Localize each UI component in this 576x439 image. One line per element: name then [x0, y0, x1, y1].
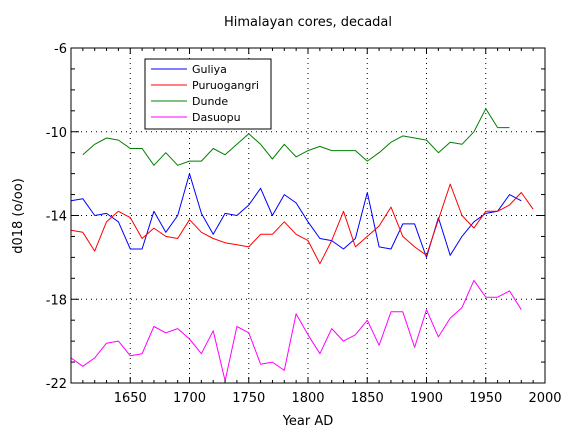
axis-ticks: 1650 1700 1750 1800 1850 1900 1950 2000 -22 -18 -1… — [46, 42, 562, 406]
series-line-dunde — [82, 108, 510, 166]
x-tick-label: 1700 — [173, 391, 206, 406]
x-tick-label: 1850 — [351, 391, 384, 406]
series-line-dasuopu — [70, 279, 522, 382]
x-tick-label: 1650 — [114, 391, 147, 406]
x-tick-label: 1800 — [291, 391, 324, 406]
legend-label-guliya: Guliya — [192, 63, 227, 76]
y-tick-label: -10 — [46, 126, 67, 141]
legend-label-dasuopu: Dasuopu — [192, 111, 241, 124]
series-lines — [70, 108, 534, 382]
x-tick-label: 1950 — [469, 391, 502, 406]
x-tick-label: 1750 — [232, 391, 265, 406]
y-tick-label: -6 — [54, 42, 67, 57]
y-axis-label: d018 (o/oo) — [11, 178, 26, 254]
legend-label-puruogangri: Puruogangri — [192, 79, 259, 92]
y-tick-label: -22 — [46, 377, 67, 392]
chart-title: Himalayan cores, decadal — [224, 15, 392, 30]
legend: Guliya Puruogangri Dunde Dasuopu — [144, 58, 272, 130]
x-axis-label: Year AD — [282, 414, 334, 429]
legend-label-dunde: Dunde — [192, 95, 228, 108]
series-line-guliya — [70, 173, 522, 258]
series-line-puruogangri — [70, 183, 534, 265]
x-tick-label: 2000 — [528, 391, 561, 406]
y-tick-label: -18 — [46, 293, 67, 308]
y-tick-label: -14 — [46, 210, 67, 225]
grid — [71, 48, 545, 383]
x-tick-label: 1900 — [410, 391, 443, 406]
